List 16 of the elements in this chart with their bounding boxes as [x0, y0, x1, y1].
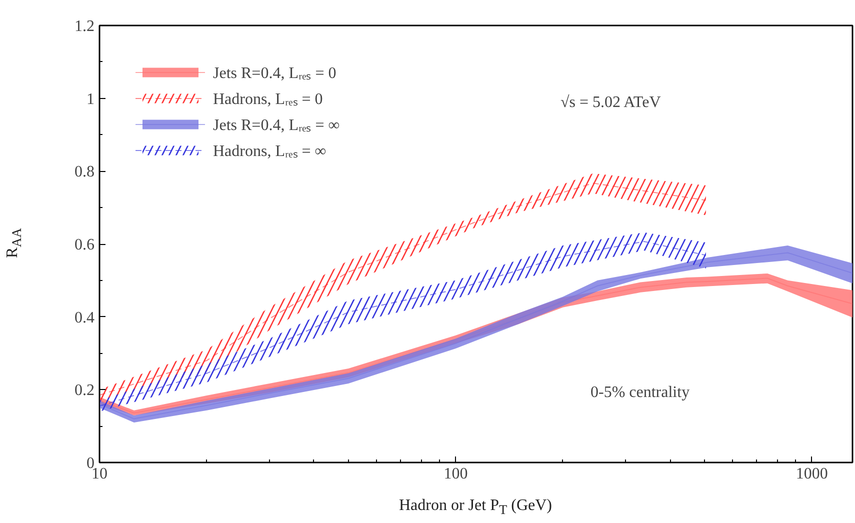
y-tick-label: 0.2 [74, 382, 94, 400]
y-tick-label: 0.4 [74, 309, 94, 326]
y-tick-label: 0.6 [74, 236, 94, 254]
annotation: √s = 5.02 ATeV [560, 94, 662, 111]
legend-label: Jets R=0.4, Lᵣₑₛ = 0 [213, 64, 336, 83]
y-tick-label: 1.2 [74, 18, 94, 35]
legend-label: Jets R=0.4, Lᵣₑₛ = ∞ [213, 116, 340, 135]
y-tick-label: 0.8 [74, 164, 94, 181]
legend-label: Hadrons, Lᵣₑₛ = 0 [213, 90, 323, 109]
x-tick-label: 1000 [796, 466, 828, 482]
x-tick-label: 100 [444, 466, 468, 482]
legend-label: Hadrons, Lᵣₑₛ = ∞ [213, 142, 326, 161]
y-tick-label: 1 [86, 90, 94, 108]
x-axis-title: Hadron or Jet P$_{T}$ (GeV) [398, 496, 553, 520]
y-tick-label: 0 [86, 455, 94, 472]
annotation: 0-5% centrality [590, 384, 690, 401]
